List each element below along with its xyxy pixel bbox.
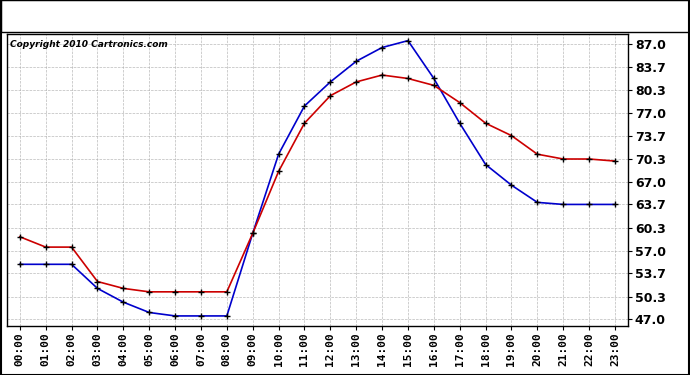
Text: Outdoor Temperature (vs) THSW Index per Hour (Last 24 Hours) 20101008: Outdoor Temperature (vs) THSW Index per …	[59, 9, 631, 24]
Text: Copyright 2010 Cartronics.com: Copyright 2010 Cartronics.com	[10, 40, 168, 49]
